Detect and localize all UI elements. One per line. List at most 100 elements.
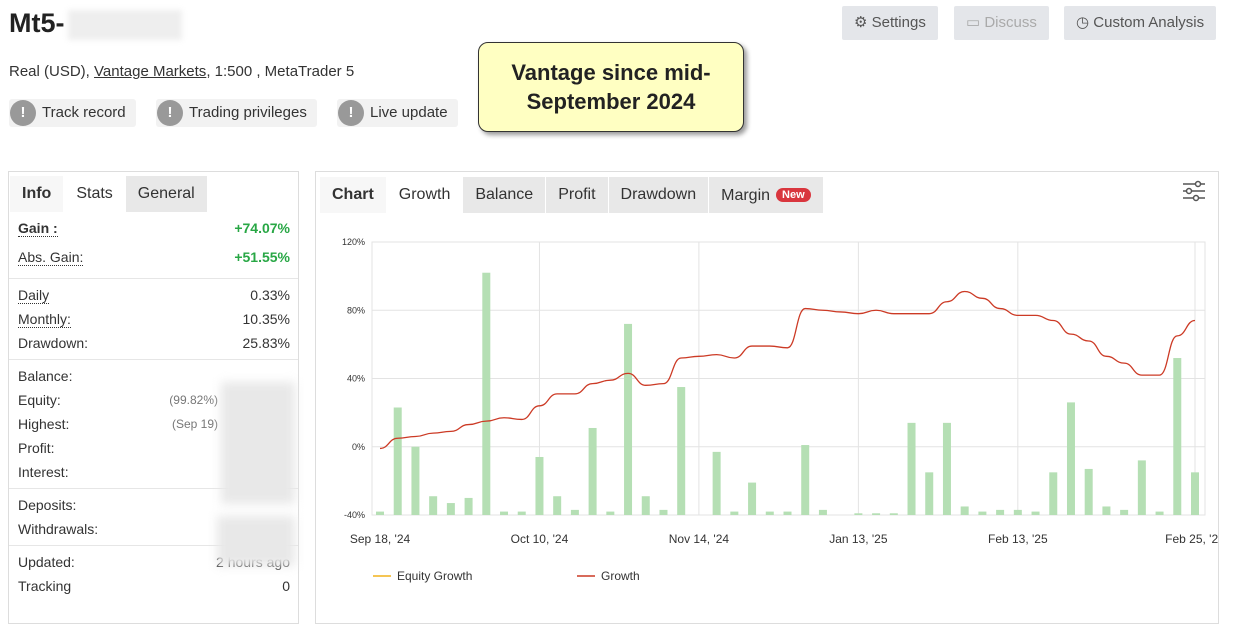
broker-link[interactable]: Vantage Markets <box>94 63 207 80</box>
bar <box>1013 509 1022 515</box>
chart-tab-label: Profit <box>558 186 596 203</box>
bar <box>801 445 810 515</box>
stats-label: Drawdown: <box>18 335 89 351</box>
y-tick-label: -40% <box>344 510 365 520</box>
stats-value: (Sep 19) <box>171 417 218 431</box>
stats-label: Withdrawals: <box>18 521 99 537</box>
chart-tab[interactable]: Growth <box>386 177 463 213</box>
bar <box>730 511 739 515</box>
blurred-values <box>221 382 295 504</box>
stats-row: Deposits: <box>9 493 298 517</box>
bar <box>393 407 402 515</box>
badge-label: Track record <box>42 104 126 121</box>
bar <box>1102 506 1111 515</box>
badge-label: Trading privileges <box>189 104 307 121</box>
bar <box>942 422 951 515</box>
stats-tab[interactable]: Info <box>10 176 64 212</box>
stats-row: Drawdown: 25.83% <box>9 331 298 355</box>
stats-row: Tracking 0 <box>9 574 298 598</box>
stats-row: Daily 0.33% <box>9 283 298 307</box>
badge-icon: ! <box>157 100 183 126</box>
blurred-values <box>217 516 295 566</box>
bar <box>1031 511 1040 515</box>
badge[interactable]: ! Track record <box>9 99 136 127</box>
stats-label: Gain : <box>18 220 58 237</box>
x-tick-label: Oct 10, '24 <box>511 532 569 546</box>
badge[interactable]: ! Live update <box>337 99 458 127</box>
chart-tab-label: Drawdown <box>620 186 697 203</box>
bar <box>429 496 438 515</box>
bar <box>553 496 562 515</box>
button-label: Custom Analysis <box>1093 14 1205 31</box>
stats-row: Withdrawals: <box>9 517 298 541</box>
settings-button[interactable]: ⚙ Settings <box>842 6 938 40</box>
chart-tab[interactable]: Balance <box>463 177 546 213</box>
bar <box>889 513 898 515</box>
bar <box>500 511 509 515</box>
growth-line <box>379 290 1196 450</box>
badge[interactable]: ! Trading privileges <box>156 99 317 127</box>
bar <box>783 511 792 515</box>
stats-value: (99.82%) <box>169 393 218 407</box>
stats-row: Highest: (Sep 19) <box>9 412 298 436</box>
stats-tab[interactable]: Stats <box>64 176 125 212</box>
y-tick-label: 40% <box>347 374 365 384</box>
stats-row: Profit: <box>9 436 298 460</box>
bar <box>1049 472 1058 515</box>
chart-options-icon[interactable] <box>1182 180 1206 202</box>
x-tick-label: Feb 13, '25 <box>988 532 1048 546</box>
chart-tab[interactable]: Drawdown <box>608 177 709 213</box>
badge-icon: ! <box>338 100 364 126</box>
bar <box>517 511 526 515</box>
account-type: Real (USD), <box>9 63 90 80</box>
bar <box>712 451 721 515</box>
y-tick-label: 0% <box>352 442 365 452</box>
stats-groups: Gain : +74.07% Abs. Gain: +51.55% Daily 0.33%… <box>9 212 298 602</box>
stats-label: Interest: <box>18 464 69 480</box>
stats-label: Daily <box>18 287 50 304</box>
custom-analysis-button[interactable]: ◷ Custom Analysis <box>1064 6 1217 40</box>
stats-label: Profit: <box>18 440 55 456</box>
bar <box>570 509 579 515</box>
chart-tab[interactable]: Chart <box>320 177 386 213</box>
stats-group: Balance: Equity: (99.82%) Highest: (Sep 19) P… <box>9 360 298 489</box>
bar <box>624 323 633 515</box>
stats-label: Deposits: <box>18 497 77 513</box>
bar <box>376 511 384 515</box>
stats-panel: Info Stats General Gain : +74.07% Abs. Gain:… <box>8 171 299 624</box>
stats-value: 0.33% <box>250 287 290 303</box>
stats-tab[interactable]: General <box>125 176 207 212</box>
bar <box>872 513 881 515</box>
chart-tabs: Chart Growth Balance Profit Drawdown Margin Ne… <box>316 172 1218 213</box>
stats-row: Gain : +74.07% <box>9 216 298 245</box>
bar <box>1084 468 1093 515</box>
bar <box>1191 472 1199 515</box>
bar <box>854 513 863 515</box>
stats-value: +51.55% <box>234 249 290 265</box>
stats-value: +74.07% <box>234 220 290 236</box>
bar <box>659 509 668 515</box>
discuss-button[interactable]: ▭ Discuss <box>954 6 1049 40</box>
stats-label: Updated: <box>18 554 75 570</box>
new-badge: New <box>776 188 811 202</box>
stats-label: Balance: <box>18 368 73 384</box>
bar <box>960 506 969 515</box>
legend-label: Growth <box>601 569 640 583</box>
stats-group: Daily 0.33% Monthly: 10.35% Drawdown: 25.83% <box>9 279 298 360</box>
bar <box>978 511 987 515</box>
x-tick-label: Feb 25, '25 <box>1165 532 1218 546</box>
stats-value: 25.83% <box>242 335 290 351</box>
bar <box>446 503 455 515</box>
chart-tab[interactable]: Profit <box>546 177 608 213</box>
stats-label: Highest: <box>18 416 70 432</box>
legend-label: Equity Growth <box>397 569 472 583</box>
bar <box>765 511 774 515</box>
stats-label: Monthly: <box>18 311 71 328</box>
stats-group: Deposits: Withdrawals: <box>9 489 298 546</box>
stats-row: Equity: (99.82%) <box>9 388 298 412</box>
badge-icon: ! <box>10 100 36 126</box>
account-details: , 1:500 , MetaTrader 5 <box>206 63 355 80</box>
x-tick-label: Jan 13, '25 <box>829 532 888 546</box>
chart-tab[interactable]: Margin New <box>709 177 823 213</box>
bar <box>482 272 491 515</box>
